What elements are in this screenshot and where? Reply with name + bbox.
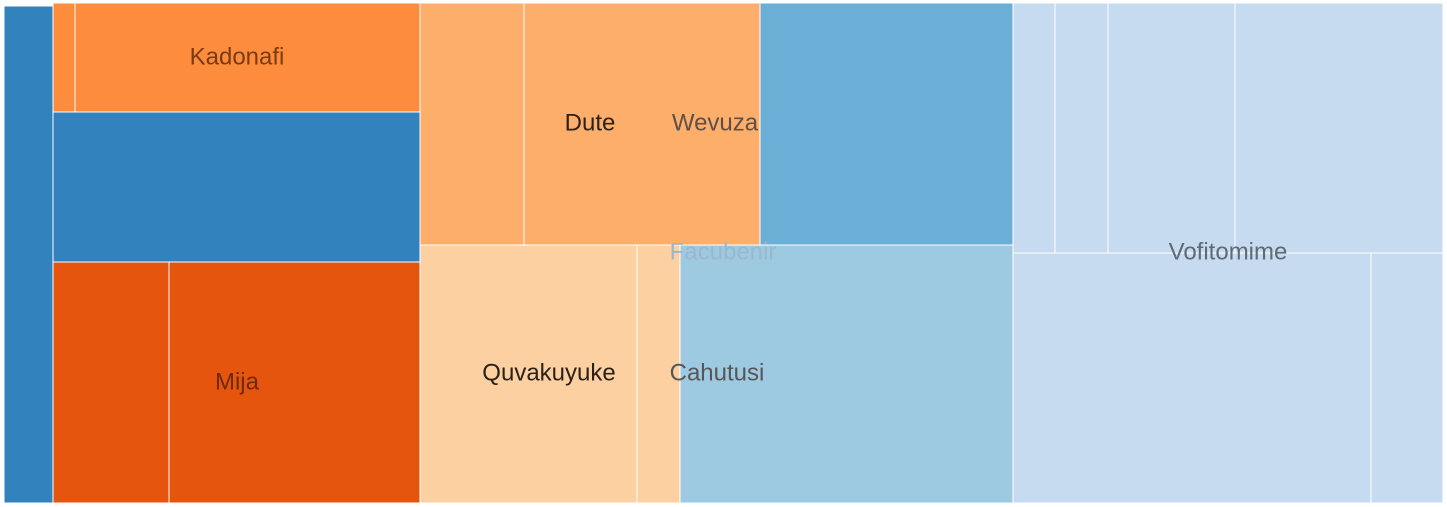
treemap-cells [3, 2, 1444, 504]
label-dute: Dute [565, 109, 616, 136]
cell-kadonafi-a [52, 2, 76, 113]
cell-facubenir [679, 244, 1014, 504]
label-kadonafi: Kadonafi [190, 43, 285, 70]
cell-mija-a [52, 261, 170, 504]
label-wevuza: Wevuza [672, 109, 759, 136]
cell-cahutusi [636, 244, 681, 504]
cell-mid-blue-block [759, 2, 1014, 246]
cell-vofitomime-e [1012, 252, 1372, 504]
cell-mija-b [168, 261, 421, 504]
cell-vofitomime-d [1234, 2, 1444, 254]
label-quvakuyuke: Quvakuyuke [482, 359, 615, 386]
cell-quvakuyuke [419, 244, 638, 504]
cell-dark-blue-strip [3, 5, 54, 504]
label-mija: Mija [215, 368, 260, 395]
cell-dute [419, 2, 525, 246]
treemap-labels: Kadonafi Mija Dute Wevuza Quvakuyuke Cah… [190, 43, 1288, 395]
label-facubenir: Facubenir [670, 238, 777, 265]
cell-vofitomime-a [1012, 2, 1056, 254]
cell-kadonafi-b [74, 2, 421, 113]
cell-dark-blue-block [52, 111, 421, 263]
label-vofitomime: Vofitomime [1169, 238, 1288, 265]
cell-vofitomime-f [1370, 252, 1444, 504]
cell-vofitomime-b [1054, 2, 1109, 254]
label-cahutusi: Cahutusi [670, 359, 765, 386]
cell-wevuza [523, 2, 761, 246]
cell-vofitomime-c [1107, 2, 1236, 254]
